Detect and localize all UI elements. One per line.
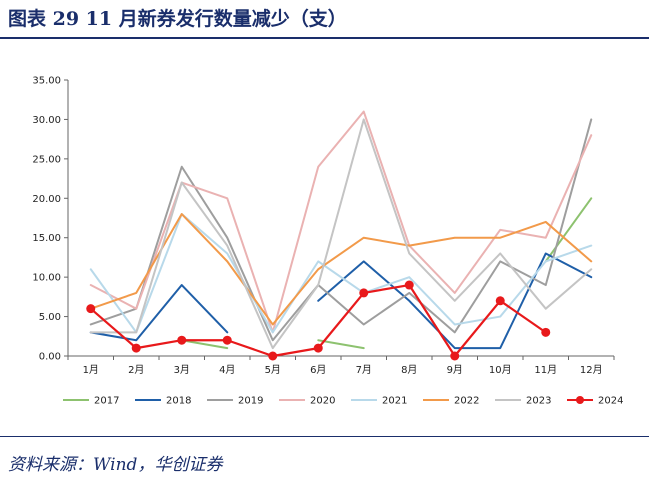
x-tick-label: 8月 <box>401 364 417 376</box>
legend-item: 2023 <box>495 396 551 407</box>
series-line <box>89 118 593 342</box>
x-tick-label: 2月 <box>128 364 144 376</box>
x-tick-label: 6月 <box>310 364 326 376</box>
x-tick-label: 7月 <box>356 364 372 376</box>
series-line <box>89 110 593 334</box>
y-tick-label: 25.00 <box>32 154 61 165</box>
x-tick-label: 12月 <box>580 364 603 376</box>
series-2022 <box>89 213 593 326</box>
data-point <box>541 327 551 337</box>
legend-item: 2022 <box>423 396 479 407</box>
series-line <box>89 213 593 326</box>
data-point <box>495 296 505 306</box>
chart-axes: 0.00 5.00 10.00 15.00 20.00 25.00 30.00 35.00 1月… <box>32 76 615 376</box>
series-2020 <box>89 110 593 334</box>
y-tick-label: 20.00 <box>32 194 61 205</box>
title-divider <box>0 37 649 39</box>
x-tick-label: 3月 <box>174 364 190 376</box>
data-point <box>86 304 96 314</box>
data-point <box>313 343 323 353</box>
y-tick-label: 30.00 <box>32 115 61 126</box>
series-line <box>317 339 365 350</box>
legend-item: 2018 <box>135 396 191 407</box>
x-tick-label: 1月 <box>83 364 99 376</box>
legend-item: 2017 <box>63 396 119 407</box>
series-line <box>544 197 593 263</box>
legend-label: 2018 <box>166 396 191 407</box>
legend-marker <box>576 396 584 404</box>
data-point <box>268 351 278 361</box>
legend-item: 2024 <box>567 396 623 407</box>
y-tick-label: 15.00 <box>32 233 61 244</box>
data-point <box>450 351 460 361</box>
figure-title: 图表 29 11 月新券发行数量减少（支） <box>8 8 347 30</box>
x-tick-label: 5月 <box>265 364 281 376</box>
x-tick-label: 11月 <box>534 364 557 376</box>
data-point <box>131 343 141 353</box>
series-2019 <box>89 118 593 342</box>
x-tick-label: 9月 <box>447 364 463 376</box>
y-tick-label: 10.00 <box>32 273 61 284</box>
source-divider <box>0 436 649 437</box>
y-tick-label: 0.00 <box>39 352 61 363</box>
legend-label: 2017 <box>94 396 119 407</box>
data-point <box>404 280 414 290</box>
series-line <box>180 339 229 350</box>
series-2024 <box>86 280 551 361</box>
data-point <box>222 335 232 345</box>
legend-item: 2020 <box>279 396 335 407</box>
series-line <box>89 284 229 342</box>
source-note: 资料来源：Wind，华创证券 <box>8 455 223 475</box>
data-point <box>359 288 369 298</box>
x-tick-label: 4月 <box>219 364 235 376</box>
legend-label: 2019 <box>238 396 263 407</box>
chart-series <box>86 110 593 361</box>
legend-label: 2023 <box>526 396 551 407</box>
y-tick-label: 5.00 <box>39 312 61 323</box>
y-tick-label: 35.00 <box>32 76 61 87</box>
legend-item: 2021 <box>351 396 407 407</box>
series-2017 <box>180 197 593 350</box>
legend-item: 2019 <box>207 396 263 407</box>
x-tick-label: 10月 <box>489 364 512 376</box>
legend-label: 2021 <box>382 396 407 407</box>
series-line <box>89 118 593 350</box>
data-point <box>177 335 187 345</box>
legend-label: 2024 <box>598 396 623 407</box>
series-line <box>317 252 593 350</box>
series-2018 <box>89 252 593 350</box>
series-2023 <box>89 118 593 350</box>
legend-label: 2020 <box>310 396 335 407</box>
legend-label: 2022 <box>454 396 479 407</box>
chart-legend: 2017 2018 2019 2020 2021 2022 2023 2024 <box>63 396 623 407</box>
